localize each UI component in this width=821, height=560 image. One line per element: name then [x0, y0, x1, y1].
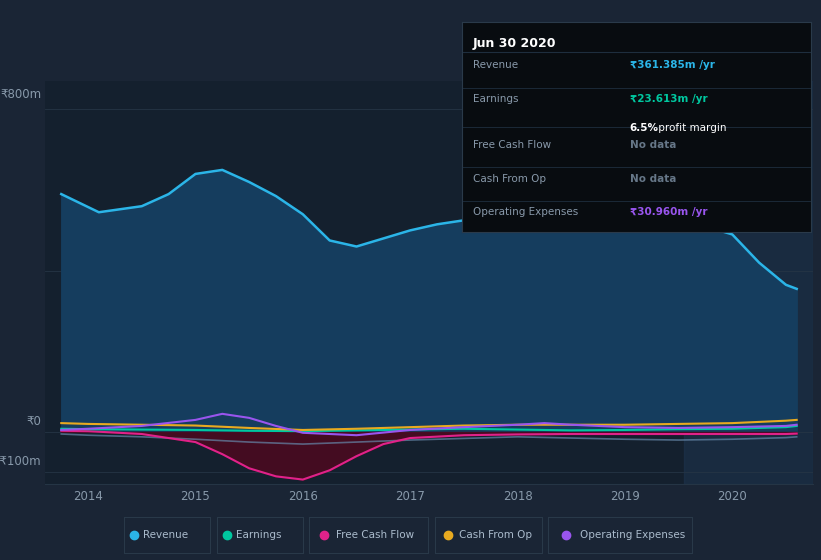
Text: ₹361.385m /yr: ₹361.385m /yr [630, 60, 714, 70]
Text: Operating Expenses: Operating Expenses [580, 530, 686, 540]
Text: Free Cash Flow: Free Cash Flow [473, 140, 551, 150]
Text: Cash From Op: Cash From Op [459, 530, 531, 540]
Text: Operating Expenses: Operating Expenses [473, 207, 578, 217]
Text: Revenue: Revenue [473, 60, 518, 70]
Text: Jun 30 2020: Jun 30 2020 [473, 37, 556, 50]
Text: 6.5%: 6.5% [630, 123, 658, 133]
Text: Revenue: Revenue [143, 530, 188, 540]
Text: Free Cash Flow: Free Cash Flow [336, 530, 414, 540]
Text: Earnings: Earnings [236, 530, 281, 540]
Text: ₹800m: ₹800m [0, 88, 41, 101]
Text: profit margin: profit margin [655, 123, 727, 133]
Text: No data: No data [630, 174, 676, 184]
Text: -₹100m: -₹100m [0, 455, 41, 468]
Text: Earnings: Earnings [473, 94, 518, 104]
Text: Cash From Op: Cash From Op [473, 174, 546, 184]
Text: ₹30.960m /yr: ₹30.960m /yr [630, 207, 707, 217]
Text: ₹0: ₹0 [26, 415, 41, 428]
Text: ₹23.613m /yr: ₹23.613m /yr [630, 94, 708, 104]
Text: No data: No data [630, 140, 676, 150]
Bar [684, 81, 813, 484]
